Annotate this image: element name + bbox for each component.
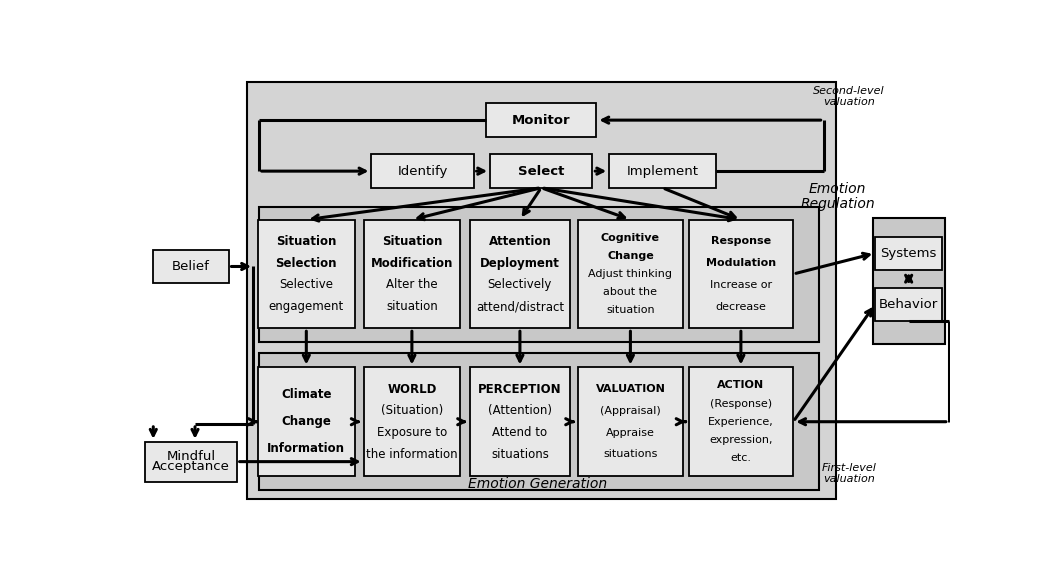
FancyBboxPatch shape [259,353,819,491]
FancyBboxPatch shape [490,154,592,188]
FancyBboxPatch shape [689,367,793,476]
FancyBboxPatch shape [145,442,237,482]
Text: Increase or: Increase or [710,280,772,290]
Text: Systems: Systems [881,247,937,260]
Text: WORLD: WORLD [388,382,436,396]
Text: Belief: Belief [172,260,210,273]
Text: Selectively: Selectively [488,278,552,291]
Text: Modification: Modification [371,257,453,270]
FancyBboxPatch shape [258,219,355,328]
Text: Response: Response [711,236,771,247]
Text: about the: about the [603,287,658,297]
Text: VALUATION: VALUATION [596,384,665,394]
Text: decrease: decrease [716,302,767,312]
Text: situations: situations [491,448,549,461]
FancyBboxPatch shape [486,104,597,137]
Text: Adjust thinking: Adjust thinking [588,269,673,279]
FancyBboxPatch shape [153,250,228,283]
FancyBboxPatch shape [875,287,942,321]
Text: Emotion Generation: Emotion Generation [468,477,606,491]
FancyBboxPatch shape [578,367,683,476]
FancyBboxPatch shape [872,218,945,344]
Text: Identify: Identify [397,165,448,177]
Text: Behavior: Behavior [879,298,939,310]
Text: Monitor: Monitor [512,113,570,127]
Text: Cognitive: Cognitive [601,233,660,243]
FancyBboxPatch shape [578,219,683,328]
Text: Modulation: Modulation [705,258,776,268]
Text: Implement: Implement [626,165,698,177]
FancyBboxPatch shape [689,219,793,328]
Text: Attention: Attention [489,235,551,248]
Text: Mindful: Mindful [167,450,215,463]
FancyBboxPatch shape [470,367,570,476]
FancyBboxPatch shape [363,219,460,328]
Text: Change: Change [281,415,332,428]
Text: valuation: valuation [823,97,874,107]
Text: attend/distract: attend/distract [476,300,564,313]
Text: Attend to: Attend to [492,426,547,439]
Text: First-level: First-level [822,463,876,473]
Text: Select: Select [518,165,564,177]
FancyBboxPatch shape [259,207,819,342]
Text: etc.: etc. [731,453,752,463]
Text: (Situation): (Situation) [381,404,444,418]
Text: engagement: engagement [268,300,344,313]
Text: Change: Change [607,251,654,261]
Text: Acceptance: Acceptance [152,460,230,473]
Text: Selection: Selection [276,257,337,270]
Text: ACTION: ACTION [717,381,765,391]
Text: (Response): (Response) [710,399,772,408]
Text: the information: the information [366,448,457,461]
Text: Situation: Situation [276,235,337,248]
Text: Deployment: Deployment [480,257,560,270]
FancyBboxPatch shape [247,82,836,499]
Text: Emotion: Emotion [809,182,866,196]
Text: situation: situation [386,300,438,313]
Text: Situation: Situation [381,235,442,248]
Text: Information: Information [267,442,345,456]
FancyBboxPatch shape [372,154,474,188]
Text: (Appraisal): (Appraisal) [600,406,661,416]
Text: Alter the: Alter the [386,278,437,291]
Text: Regulation: Regulation [800,198,874,211]
Text: expression,: expression, [710,435,773,445]
Text: Appraise: Appraise [606,427,655,438]
Text: PERCEPTION: PERCEPTION [478,382,562,396]
Text: Climate: Climate [281,388,332,401]
Text: Second-level: Second-level [813,86,885,96]
FancyBboxPatch shape [470,219,570,328]
Text: Selective: Selective [280,278,334,291]
FancyBboxPatch shape [258,367,355,476]
Text: valuation: valuation [823,475,874,484]
Text: situation: situation [606,305,655,315]
Text: Exposure to: Exposure to [377,426,447,439]
Text: situations: situations [603,449,658,459]
Text: Experience,: Experience, [708,416,774,427]
FancyBboxPatch shape [875,237,942,270]
FancyBboxPatch shape [363,367,460,476]
FancyBboxPatch shape [609,154,716,188]
Text: (Attention): (Attention) [488,404,552,418]
